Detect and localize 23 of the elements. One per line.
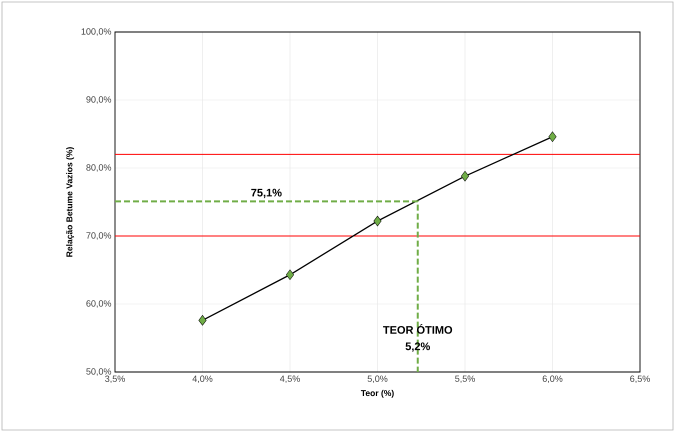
annotation: 5,2%: [406, 342, 430, 352]
point: [198, 315, 206, 326]
x-tick-label: 6,0%: [542, 376, 562, 383]
x-tick-label: 3,5%: [105, 376, 125, 383]
point: [461, 170, 470, 182]
y-tick-label: 60,0%: [86, 300, 112, 308]
x-tick-label: 5,0%: [368, 376, 388, 383]
annotation: 75,1%: [251, 188, 282, 198]
y-tick-label: 50,0%: [86, 368, 112, 376]
point: [286, 270, 294, 280]
point: [548, 131, 557, 142]
y-axis-title: Relação Betume Vazios (%): [66, 147, 74, 257]
x-tick-label: 5,5%: [455, 376, 475, 383]
x-tick-label: 6,5%: [630, 376, 650, 383]
y-tick-label: 70,0%: [86, 232, 112, 240]
x-tick-label: 4,0%: [192, 376, 212, 383]
x-tick-label: 4,5%: [280, 376, 300, 383]
point: [374, 216, 382, 226]
y-tick-label: 100,0%: [82, 28, 112, 36]
y-tick-label: 90,0%: [86, 96, 112, 104]
y-tick-label: 80,0%: [86, 164, 112, 172]
x-axis-title: Teor (%): [360, 390, 394, 398]
annotation: TEOR ÓTIMO: [383, 324, 452, 334]
